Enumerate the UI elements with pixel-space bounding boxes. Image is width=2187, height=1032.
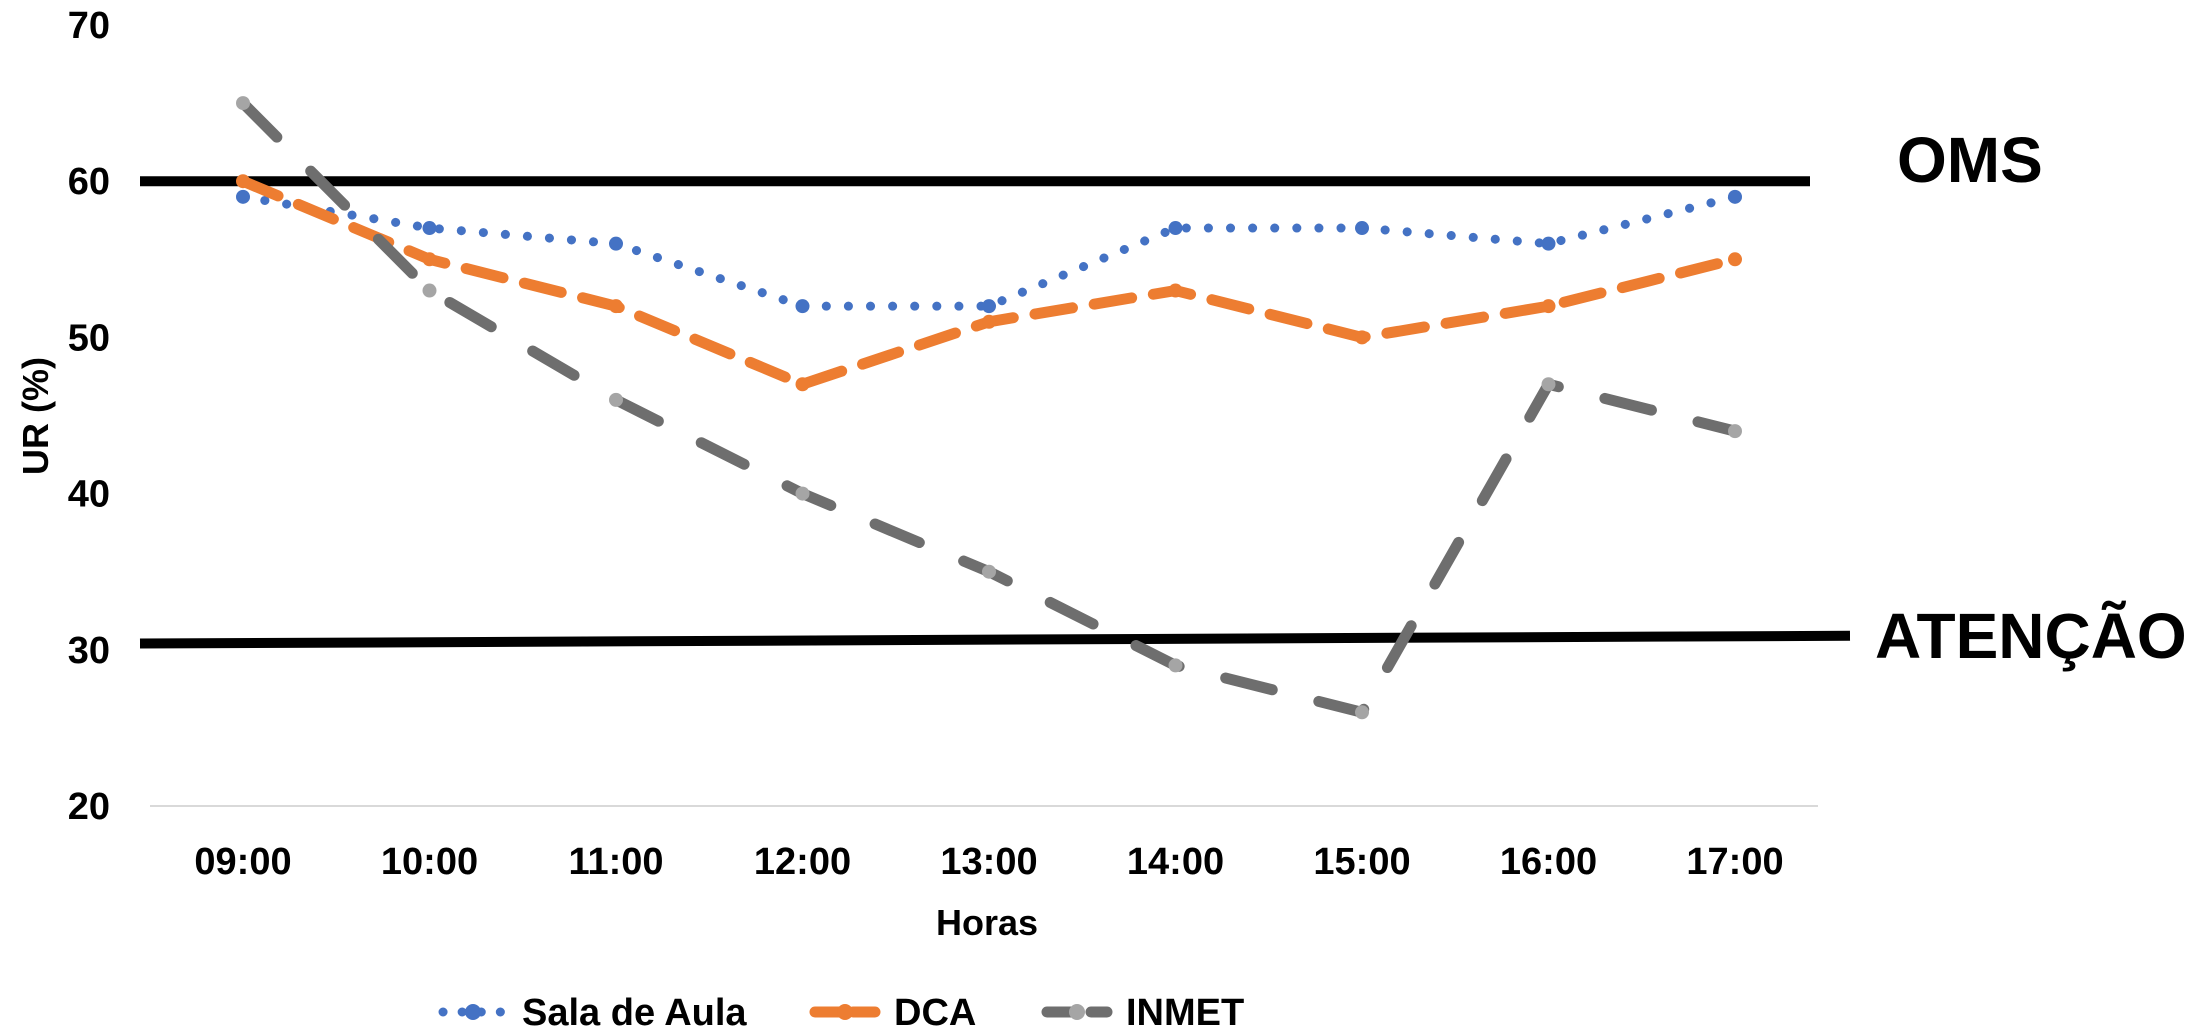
data-point-sala-de-aula <box>1541 236 1556 251</box>
data-point-sala-de-aula <box>1728 189 1742 204</box>
legend-label: INMET <box>1126 992 1244 1027</box>
data-point-dca <box>1728 252 1742 267</box>
data-point-dca <box>236 174 250 189</box>
legend-swatch-marker <box>465 1004 481 1020</box>
data-point-inmet <box>982 564 996 579</box>
series-dca <box>236 174 1742 392</box>
x-tick-label: 14:00 <box>1127 841 1224 883</box>
x-tick-label: 11:00 <box>568 841 663 883</box>
legend: Sala de Aula DCA INMET <box>438 992 1244 1032</box>
legend-label: DCA <box>894 992 976 1027</box>
y-tick-labels: 20 30 40 50 60 70 <box>68 5 110 828</box>
data-point-inmet <box>236 96 250 111</box>
y-tick-label: 30 <box>68 630 110 672</box>
data-point-inmet <box>1355 705 1369 720</box>
x-tick-label: 09:00 <box>194 841 291 883</box>
data-point-sala-de-aula <box>609 236 623 251</box>
series-line-inmet <box>237 97 1741 718</box>
x-tick-label: 10:00 <box>381 841 478 883</box>
data-point-inmet <box>609 392 623 407</box>
legend-swatch-marker <box>837 1004 853 1020</box>
legend-label: Sala de Aula <box>522 992 747 1027</box>
data-point-dca <box>422 252 437 267</box>
series-inmet <box>236 96 1742 720</box>
data-point-sala-de-aula <box>1355 221 1369 236</box>
y-tick-label: 40 <box>68 474 110 516</box>
reference-label-oms: OMS <box>1897 124 2043 196</box>
y-tick-label: 60 <box>68 161 110 203</box>
data-point-inmet <box>795 486 810 501</box>
x-axis-title: Horas <box>936 902 1038 943</box>
y-axis-title: UR (%) <box>15 357 56 475</box>
series-sala-de-aula <box>236 189 1742 314</box>
series-line-dca <box>237 175 1741 390</box>
x-tick-labels: 09:00 10:00 11:00 12:00 13:00 14:00 15:00 16:00… <box>194 841 1783 883</box>
data-point-inmet <box>1728 424 1742 439</box>
data-point-dca <box>1168 283 1183 298</box>
x-tick-label: 13:00 <box>940 841 1037 883</box>
reference-lines: OMS ATENÇÃO <box>139 124 2187 672</box>
data-point-sala-de-aula <box>795 299 810 314</box>
reference-label-atencao: ATENÇÃO <box>1875 600 2187 672</box>
data-point-dca <box>982 314 996 329</box>
x-tick-label: 16:00 <box>1500 841 1597 883</box>
legend-item-dca: DCA <box>809 992 976 1032</box>
legend-item-inmet: INMET <box>1041 992 1244 1032</box>
data-point-sala-de-aula <box>1168 221 1183 236</box>
data-point-dca <box>795 377 810 392</box>
data-point-sala-de-aula <box>422 221 437 236</box>
series <box>236 96 1742 720</box>
reference-line-atencao <box>139 630 1851 649</box>
data-point-inmet <box>422 283 437 298</box>
y-tick-label: 20 <box>68 786 110 828</box>
x-tick-label: 12:00 <box>754 841 851 883</box>
x-tick-label: 15:00 <box>1313 841 1410 883</box>
y-tick-label: 50 <box>68 317 110 359</box>
legend-swatch-marker <box>1069 1004 1085 1020</box>
legend-item-sala-de-aula: Sala de Aula <box>438 992 747 1032</box>
series-line-sala-de-aula <box>238 192 1740 311</box>
data-point-dca <box>1541 299 1556 314</box>
y-tick-label: 70 <box>68 5 110 47</box>
x-tick-label: 17:00 <box>1686 841 1783 883</box>
data-point-dca <box>609 299 623 314</box>
data-point-inmet <box>1168 658 1183 673</box>
data-point-dca <box>1355 330 1369 345</box>
data-point-sala-de-aula <box>982 299 996 314</box>
data-point-sala-de-aula <box>236 189 250 204</box>
data-point-inmet <box>1541 377 1556 392</box>
